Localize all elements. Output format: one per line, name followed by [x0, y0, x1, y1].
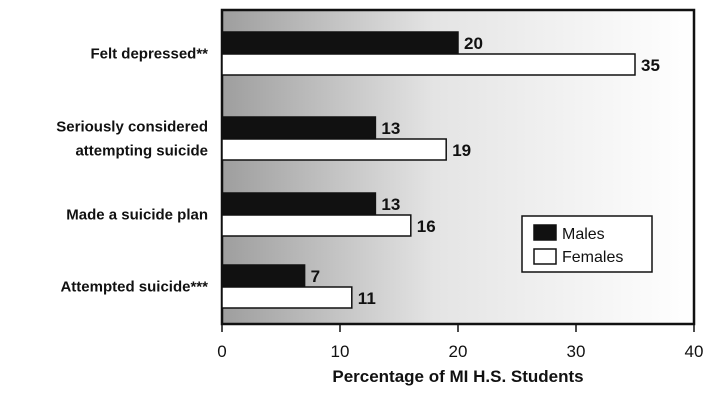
legend-label-males: Males [562, 226, 605, 243]
bar-males [221, 31, 459, 54]
category-labels: Felt depressed** Seriously considered atte… [56, 46, 208, 296]
legend-swatch-females [533, 248, 557, 265]
bar-females [221, 138, 447, 161]
bar-males [221, 192, 377, 215]
category-label: Attempted suicide*** [60, 279, 208, 296]
x-tick-label: 30 [567, 342, 586, 361]
data-label-females: 19 [452, 141, 471, 160]
legend-label-females: Females [562, 249, 623, 266]
data-label-females: 11 [358, 289, 376, 308]
x-tick-label: 20 [449, 342, 468, 361]
bar-females [221, 53, 636, 76]
x-tick-label: 0 [217, 342, 226, 361]
data-label-males: 13 [381, 195, 400, 214]
category-label: Made a suicide plan [66, 207, 208, 224]
x-tick-label: 10 [331, 342, 350, 361]
data-label-males: 13 [381, 119, 400, 138]
category-label: Felt depressed** [90, 46, 208, 63]
bars: 20 35 13 19 13 16 7 11 [221, 31, 660, 309]
category-label-line: Seriously considered [56, 119, 208, 136]
data-label-females: 16 [417, 217, 436, 236]
data-label-males: 20 [464, 34, 483, 53]
legend: Males Females [521, 215, 653, 273]
category-label-line: Felt depressed** [90, 46, 208, 63]
category-label-line: Made a suicide plan [66, 207, 208, 224]
bar-females [221, 286, 353, 309]
category-label: Seriously considered attempting suicide [56, 119, 208, 160]
legend-swatch-males [533, 224, 557, 241]
data-label-males: 7 [311, 267, 320, 286]
bar-males [221, 264, 306, 287]
category-label-line: attempting suicide [75, 143, 208, 160]
data-label-females: 35 [641, 56, 660, 75]
x-axis-title: Percentage of MI H.S. Students [332, 367, 583, 386]
bar-females [221, 214, 412, 237]
x-tick-label: 40 [685, 342, 704, 361]
x-axis: 0 10 20 30 40 [217, 324, 703, 361]
bar-males [221, 116, 377, 139]
category-label-line: Attempted suicide*** [60, 279, 208, 296]
